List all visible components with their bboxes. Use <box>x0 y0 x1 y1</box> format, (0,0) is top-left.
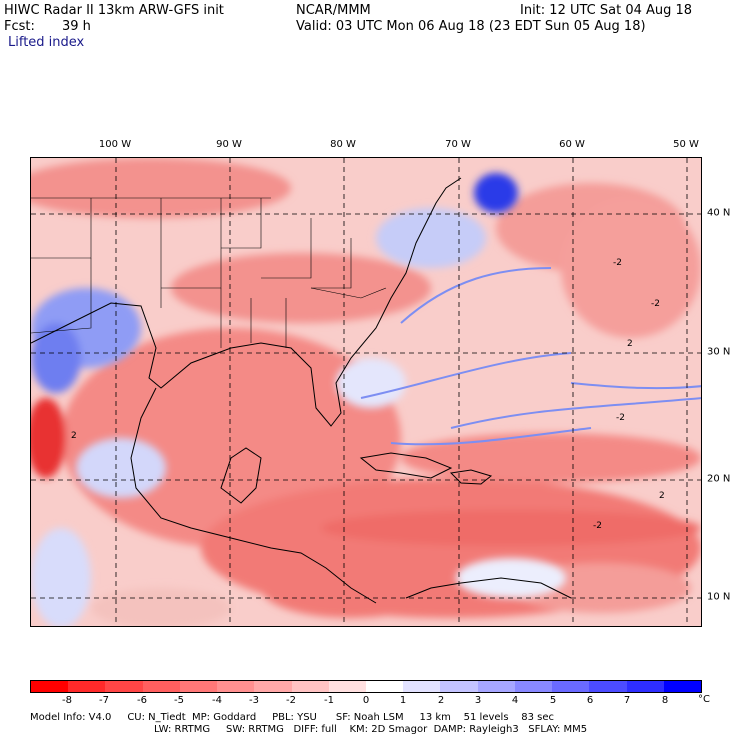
colorbar <box>30 680 702 693</box>
lat-label: 40 N <box>707 207 731 219</box>
model-info-line2: LW: RRTMG SW: RRTMG DIFF: full KM: 2D Sm… <box>154 724 588 735</box>
chart-title: HIWC Radar II 13km ARW-GFS init <box>4 3 224 18</box>
valid-time: Valid: 03 UTC Mon 06 Aug 18 (23 EDT Sun … <box>296 19 646 34</box>
colorbar-segment <box>291 681 329 692</box>
colorbar-segment <box>403 681 441 692</box>
colorbar-label: -7 <box>99 695 109 706</box>
lifted-index-map: -2 -2 2 -2 -2 2 2 <box>30 157 702 627</box>
colorbar-unit: °C <box>698 694 710 705</box>
colorbar-segment <box>142 681 180 692</box>
lon-label: 50 W <box>673 139 699 150</box>
contour-label: -2 <box>613 258 622 268</box>
colorbar-label: -4 <box>212 695 222 706</box>
stable-streaks <box>360 267 701 446</box>
colorbar-segment <box>365 681 404 692</box>
colorbar-label: -8 <box>62 695 72 706</box>
colorbar-label: 0 <box>362 695 370 706</box>
lon-label: 90 W <box>216 139 242 150</box>
colorbar-segment <box>105 681 143 692</box>
colorbar-label: 3 <box>474 695 482 706</box>
colorbar-label: -3 <box>249 695 259 706</box>
colorbar-segment <box>626 681 664 692</box>
contour-label: 2 <box>659 491 665 501</box>
lon-label: 80 W <box>330 139 356 150</box>
grid <box>31 158 701 626</box>
unstable-regions <box>31 158 701 618</box>
colorbar-segment <box>217 681 255 692</box>
colorbar-segment <box>328 681 366 692</box>
model-info-line1: Model Info: V4.0 CU: N_Tiedt MP: Goddard… <box>30 712 555 723</box>
colorbar-segment <box>663 681 701 692</box>
colorbar-label: 2 <box>437 695 445 706</box>
colorbar-label: 4 <box>511 695 519 706</box>
colorbar-label: 6 <box>586 695 594 706</box>
lat-label: 20 N <box>707 473 731 485</box>
colorbar-label: 5 <box>549 695 557 706</box>
map-field: -2 -2 2 -2 -2 2 2 <box>31 158 701 626</box>
colorbar-segment <box>254 681 292 692</box>
colorbar-label: -5 <box>174 695 184 706</box>
contour-label: 2 <box>71 431 77 441</box>
contour-label: -2 <box>593 521 602 531</box>
lon-label: 70 W <box>445 139 471 150</box>
colorbar-label: -1 <box>324 695 334 706</box>
contour-label: -2 <box>651 299 660 309</box>
colorbar-segment <box>31 681 69 692</box>
coastlines <box>31 177 572 604</box>
contour-label: 2 <box>627 339 633 349</box>
contour-label: -2 <box>616 413 625 423</box>
colorbar-segment <box>68 681 106 692</box>
colorbar-segment <box>552 681 590 692</box>
colorbar-label: 7 <box>623 695 631 706</box>
colorbar-label: 1 <box>399 695 407 706</box>
init-time: Init: 12 UTC Sat 04 Aug 18 <box>520 3 693 18</box>
lat-label: 10 N <box>707 591 731 603</box>
forecast-label: Fcst: <box>4 19 35 34</box>
org-label: NCAR/MMM <box>296 3 371 18</box>
lon-label: 60 W <box>559 139 585 150</box>
stable-regions <box>31 173 566 626</box>
colorbar-label: -6 <box>137 695 147 706</box>
lat-label: 30 N <box>707 346 731 358</box>
lon-label: 100 W <box>98 139 132 150</box>
colorbar-segment <box>440 681 478 692</box>
borders <box>31 197 387 348</box>
colorbar-segment <box>179 681 218 692</box>
colorbar-segment <box>514 681 553 692</box>
colorbar-label: -2 <box>286 695 296 706</box>
field-name: Lifted index <box>8 35 85 50</box>
colorbar-segment <box>589 681 627 692</box>
forecast-hour: 39 h <box>62 19 91 34</box>
colorbar-label: 8 <box>661 695 669 706</box>
colorbar-segment <box>477 681 515 692</box>
